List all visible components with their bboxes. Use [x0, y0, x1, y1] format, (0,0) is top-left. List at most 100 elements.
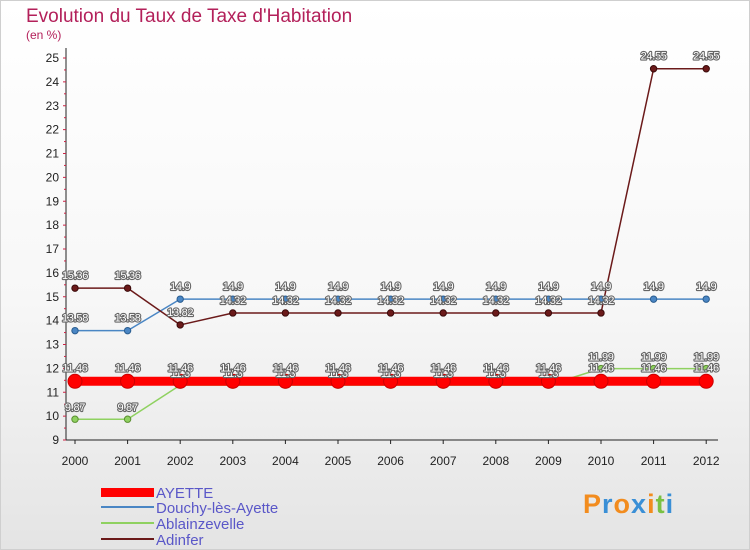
data-label-halo: 11.46: [694, 362, 719, 374]
data-label: 14.32: [272, 295, 298, 307]
x-tick-label: 2005: [325, 454, 352, 468]
data-label-halo: 11.46: [273, 362, 298, 374]
data-label: 11.99: [588, 352, 613, 364]
data-label: 9.87: [117, 402, 137, 414]
logo-letter: o: [613, 489, 632, 519]
x-tick-label: 2012: [693, 454, 720, 468]
data-label: 11.3: [539, 368, 559, 380]
data-label-halo: 11.46: [168, 362, 193, 374]
y-tick-label: 24: [46, 75, 60, 89]
data-point: [540, 373, 556, 389]
data-label: 24.55: [693, 51, 719, 63]
data-label-halo: 11.46: [483, 362, 508, 374]
data-label: 14.32: [588, 295, 614, 307]
data-label: 14.32: [535, 295, 561, 307]
y-tick-label: 14: [46, 314, 60, 328]
data-label-halo: 15.36: [115, 270, 141, 282]
data-label: 14.32: [483, 295, 509, 307]
legend-item-ablainzevelle: Ablainzevelle: [101, 516, 244, 533]
y-tick-label: 10: [46, 409, 60, 423]
data-point: [330, 373, 346, 389]
data-label: 14.9: [328, 281, 348, 293]
data-label: 11.46: [62, 362, 87, 374]
data-label: 14.9: [696, 281, 716, 293]
data-label-halo: 14.32: [588, 295, 614, 307]
legend-swatch-adinfer: [101, 538, 154, 540]
data-label-halo: 11.3: [486, 368, 506, 380]
data-label: 11.46: [168, 362, 193, 374]
legend-swatch-ablainzevelle: [101, 522, 154, 524]
data-label-halo: 14.9: [591, 281, 611, 293]
data-label: 14.9: [643, 281, 663, 293]
y-tick-label: 23: [46, 99, 60, 113]
legend-label-ayette: AYETTE: [156, 485, 213, 502]
data-point: [492, 295, 500, 303]
data-point: [277, 373, 293, 389]
data-label-halo: 11.3: [539, 368, 559, 380]
data-label-halo: 14.9: [538, 281, 558, 293]
x-tick-label: 2000: [62, 454, 89, 468]
data-point: [702, 295, 710, 303]
logo-letter: r: [602, 489, 614, 519]
data-label-halo: 11.46: [536, 362, 561, 374]
data-label: 14.9: [380, 281, 400, 293]
data-point: [492, 309, 500, 317]
data-label-halo: 14.9: [433, 281, 453, 293]
data-point: [334, 309, 342, 317]
data-label-halo: 11.3: [433, 368, 453, 380]
chart-subtitle: (en %): [26, 28, 62, 42]
data-label-halo: 11.3: [223, 368, 243, 380]
data-label: 14.32: [378, 295, 404, 307]
data-label-halo: 14.32: [378, 295, 404, 307]
y-tick-label: 19: [46, 194, 60, 208]
data-label: 11.46: [536, 362, 561, 374]
x-tick-label: 2008: [482, 454, 509, 468]
data-label: 14.9: [275, 281, 295, 293]
data-point: [597, 364, 605, 373]
data-label: 11.3: [381, 368, 401, 380]
legend-swatch-douchy: [101, 506, 154, 508]
data-point: [649, 364, 658, 373]
x-tick-label: 2009: [535, 454, 562, 468]
legend-item-douchy: Douchy-lès-Ayette: [101, 500, 278, 517]
legend-label-adinfer: Adinfer: [156, 532, 204, 549]
x-tick-label: 2002: [167, 454, 194, 468]
legend-swatch-ayette: [101, 488, 154, 497]
y-tick-label: 22: [46, 123, 60, 137]
data-label: 11.46: [431, 362, 456, 374]
data-label-halo: 14.9: [328, 281, 348, 293]
data-point: [593, 373, 609, 389]
x-tick-label: 2003: [219, 454, 246, 468]
data-label-halo: 13.58: [115, 313, 141, 325]
x-tick-label: 2006: [377, 454, 404, 468]
x-tick-label: 2001: [114, 454, 141, 468]
data-label: 11.46: [694, 362, 719, 374]
data-label: 11.3: [170, 368, 190, 380]
axes: 9 10 11 12 13 14 15 16 17 18 19 20 21 22 23 24 25 2000 200…: [46, 48, 720, 468]
data-label: 11.46: [220, 362, 245, 374]
data-point: [702, 364, 710, 373]
data-point: [71, 415, 79, 423]
y-tick-label: 16: [46, 266, 60, 280]
data-label: 11.3: [433, 368, 453, 380]
legend-item-ayette: AYETTE: [101, 485, 213, 502]
data-point: [120, 373, 136, 389]
data-label: 11.3: [486, 368, 506, 380]
data-label-halo: 14.9: [696, 281, 716, 293]
data-label-halo: 11.46: [378, 362, 403, 374]
y-tick-label: 11: [47, 385, 60, 399]
legend-item-adinfer: Adinfer: [101, 532, 204, 549]
x-tick-label: 2004: [272, 454, 299, 468]
data-label-halo: 14.32: [483, 295, 509, 307]
legend-label-ablainzevelle: Ablainzevelle: [156, 516, 244, 533]
data-label-halo: 11.3: [381, 368, 401, 380]
y-tick-label: 13: [46, 338, 60, 352]
y-tick-label: 20: [46, 170, 60, 184]
data-label: 11.46: [325, 362, 350, 374]
data-point: [229, 309, 237, 317]
data-label: 13.82: [167, 307, 193, 319]
